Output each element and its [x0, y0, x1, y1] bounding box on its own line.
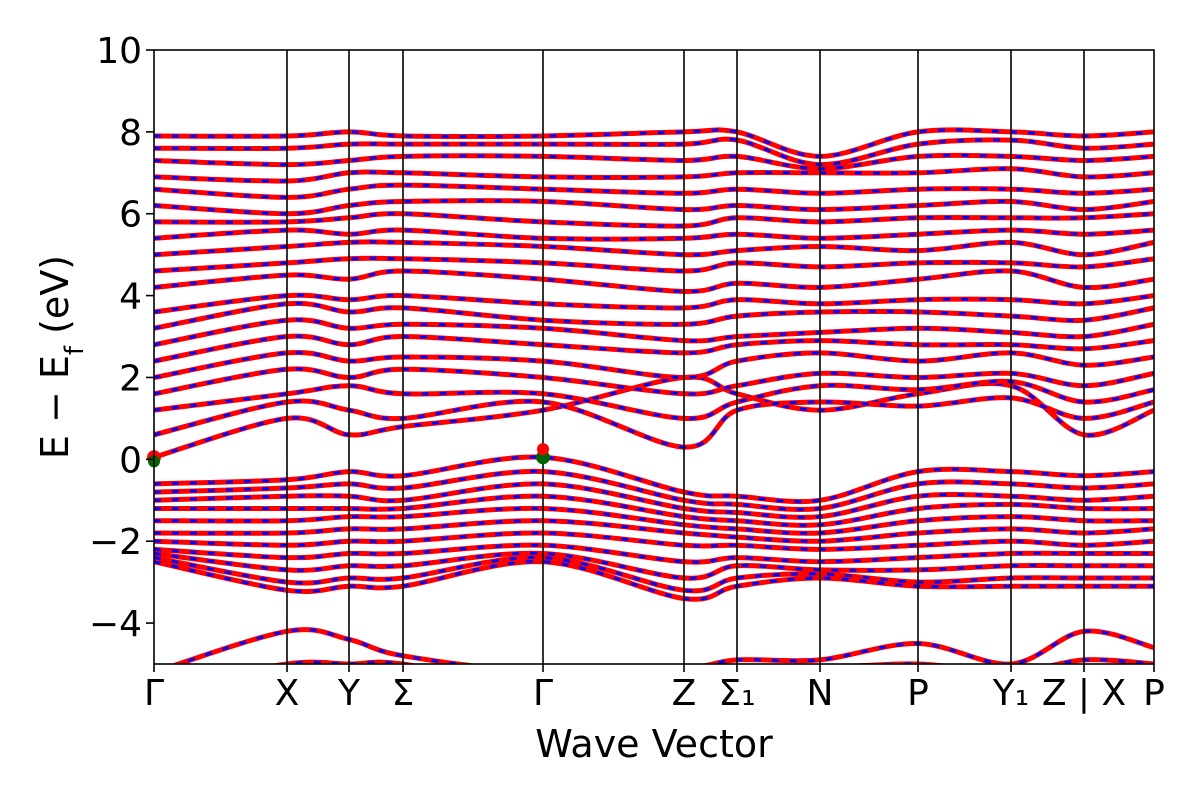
extrema-markers — [147, 443, 550, 468]
y-axis-label: E − Ef (eV) — [33, 255, 90, 459]
y-tick-label-1: −2 — [89, 522, 142, 563]
y-tick-label-0: −4 — [89, 604, 142, 645]
x-tick-label-0: Γ — [144, 673, 164, 714]
band-line-down-25 — [154, 519, 1154, 543]
band-line-down-6 — [154, 318, 1154, 347]
band-line-down-31 — [174, 628, 1154, 664]
cbm-marker-gamma-2 — [537, 443, 549, 456]
band-line-down-16 — [154, 167, 1154, 183]
band-line-down-10 — [154, 256, 1154, 273]
x-tick-label-9: Y₁ — [992, 673, 1029, 714]
band-line-down-17 — [154, 153, 1154, 171]
band-line-down-0 — [154, 375, 1154, 459]
band-line-down-5 — [154, 334, 1154, 363]
x-tick-label-8: P — [907, 673, 929, 714]
y-tick-label-3: 2 — [119, 358, 142, 399]
x-tick-label-1: X — [275, 673, 300, 714]
y-ticks: −4 −2 0 2 4 6 8 10 — [89, 31, 154, 645]
x-axis-label: Wave Vector — [535, 722, 773, 766]
x-tick-label-6: Σ₁ — [718, 673, 755, 714]
band-line-down-7 — [154, 301, 1154, 330]
x-tick-label-7: N — [807, 673, 834, 714]
band-line-down-27 — [154, 543, 1154, 564]
y-tick-label-2: 0 — [119, 440, 142, 481]
band-line-down-13 — [154, 212, 1154, 228]
y-tick-label-7: 10 — [96, 31, 142, 72]
band-line-up-31 — [170, 627, 1154, 664]
y-tick-label-4: 4 — [119, 277, 142, 318]
band-line-down-23 — [154, 494, 1154, 527]
bands-layer — [154, 127, 1154, 664]
x-tick-label-5: Z — [672, 673, 697, 714]
x-ticks: Γ X Y Σ Γ Z Σ₁ N P Y₁ Z | X P — [144, 664, 1165, 714]
x-tick-label-3: Σ — [392, 673, 415, 714]
kpoint-lines — [286, 50, 1085, 664]
plot-frame — [153, 49, 1155, 665]
band-line-up-1 — [154, 395, 1154, 450]
band-line-down-26 — [154, 531, 1154, 551]
band-line-down-9 — [154, 269, 1154, 294]
band-line-down-12 — [154, 228, 1154, 241]
x-tick-label-2: Y — [337, 673, 361, 714]
band-line-down-24 — [154, 506, 1154, 535]
band-line-down-11 — [154, 240, 1154, 257]
y-tick-label-6: 8 — [119, 113, 142, 154]
x-tick-label-4: Γ — [533, 673, 553, 714]
y-tick-label-5: 6 — [119, 195, 142, 236]
x-tick-label-11: P — [1143, 673, 1165, 714]
x-tick-label-10: Z | X — [1042, 673, 1126, 714]
